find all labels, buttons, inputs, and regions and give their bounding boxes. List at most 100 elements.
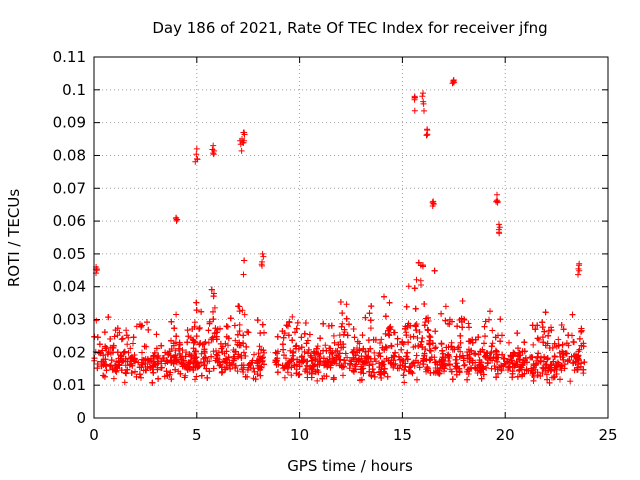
- data-point: [248, 365, 254, 371]
- data-point: [210, 142, 217, 149]
- data-point: [347, 360, 354, 367]
- data-point: [211, 304, 218, 311]
- data-point: [511, 364, 517, 371]
- data-point: [386, 332, 393, 339]
- data-point: [149, 379, 156, 386]
- data-point: [192, 348, 199, 355]
- data-point: [438, 340, 445, 347]
- data-point: [196, 324, 203, 331]
- data-point: [492, 347, 499, 354]
- data-point: [580, 366, 587, 373]
- data-point: [432, 345, 438, 352]
- data-point: [237, 141, 244, 148]
- data-point: [232, 337, 239, 344]
- data-point: [421, 322, 428, 329]
- data-point: [340, 372, 346, 379]
- data-point: [495, 332, 501, 339]
- data-point: [535, 360, 541, 366]
- data-point: [292, 329, 298, 336]
- data-point: [185, 359, 192, 366]
- data-point: [557, 353, 564, 360]
- data-point: [330, 376, 337, 383]
- data-point: [372, 336, 379, 343]
- data-point: [335, 341, 342, 348]
- data-point: [478, 375, 485, 382]
- data-point: [232, 348, 238, 355]
- data-point: [387, 360, 394, 366]
- data-point: [121, 379, 128, 386]
- data-point: [368, 303, 375, 310]
- data-point: [281, 374, 288, 381]
- data-point: [135, 359, 142, 366]
- data-point: [173, 217, 180, 224]
- data-point: [489, 327, 496, 334]
- data-point: [418, 282, 424, 288]
- data-point: [411, 285, 418, 292]
- data-point: [475, 351, 482, 358]
- data-point: [407, 363, 414, 370]
- data-point: [138, 374, 144, 381]
- data-point: [449, 376, 456, 383]
- data-point: [299, 353, 305, 360]
- data-point: [387, 323, 394, 330]
- data-point: [485, 359, 491, 366]
- data-point: [541, 364, 547, 371]
- data-point: [298, 334, 305, 341]
- data-point: [151, 349, 158, 356]
- data-point: [118, 336, 125, 343]
- data-point: [101, 329, 108, 336]
- data-point: [147, 363, 154, 370]
- data-point: [109, 366, 116, 373]
- data-point: [534, 372, 541, 379]
- data-point: [514, 330, 521, 337]
- data-point: [487, 308, 493, 315]
- data-point: [336, 350, 343, 357]
- data-point: [523, 367, 530, 374]
- data-point: [401, 366, 408, 373]
- x-tick-label: 10: [290, 426, 309, 444]
- data-point: [188, 352, 195, 359]
- data-point: [354, 338, 361, 345]
- data-point: [371, 349, 378, 356]
- data-point: [300, 357, 307, 364]
- data-point: [404, 356, 411, 363]
- data-point: [124, 341, 131, 348]
- data-point: [210, 365, 217, 372]
- data-point: [388, 354, 395, 361]
- data-point: [330, 358, 337, 365]
- data-point: [442, 317, 449, 324]
- data-point: [312, 356, 319, 363]
- data-point: [155, 375, 162, 382]
- data-point: [575, 271, 581, 278]
- data-point: [365, 348, 372, 355]
- data-point: [465, 320, 472, 327]
- data-point: [251, 351, 257, 358]
- data-point: [546, 379, 553, 386]
- data-point: [457, 348, 464, 355]
- data-point: [198, 372, 205, 379]
- data-point: [466, 359, 473, 366]
- data-point: [145, 326, 152, 333]
- data-point: [578, 342, 585, 349]
- data-point: [412, 322, 419, 329]
- data-point: [116, 361, 123, 368]
- data-point: [367, 317, 374, 324]
- data-point: [491, 363, 498, 369]
- data-point: [425, 367, 431, 374]
- data-point: [460, 355, 467, 362]
- data-point: [366, 368, 373, 375]
- y-axis-ticks: 0 0.01 0.02 0.03 0.04 0.05 0.06 0.07 0.08 0.09 0.1…: [53, 48, 608, 427]
- data-point: [354, 345, 360, 351]
- data-point: [399, 339, 406, 346]
- y-tick-label: 0.06: [53, 212, 86, 230]
- x-tick-label: 0: [89, 426, 99, 444]
- data-point: [209, 334, 216, 341]
- data-point: [111, 333, 118, 340]
- data-point: [538, 354, 544, 361]
- data-point: [338, 362, 345, 369]
- data-point: [132, 368, 138, 375]
- data-point: [424, 326, 431, 333]
- data-point: [453, 360, 460, 367]
- data-point: [501, 360, 508, 367]
- data-point: [429, 199, 436, 206]
